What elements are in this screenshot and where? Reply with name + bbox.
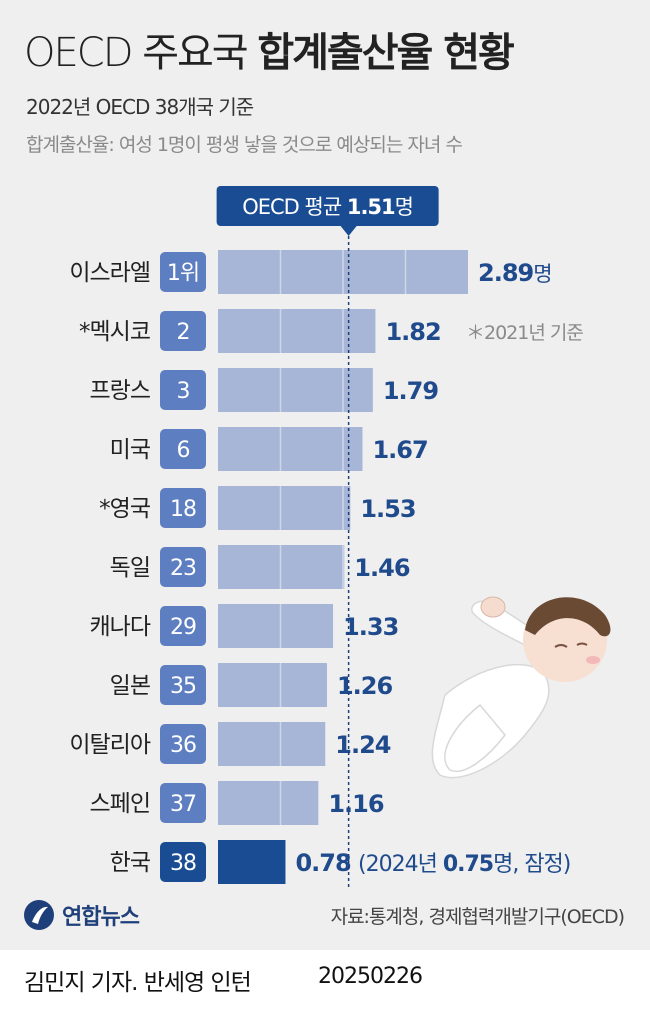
value-label: 1.16: [328, 790, 384, 818]
oecd-average-pointer: [340, 226, 357, 236]
korea-2024-note: (2024년 0.75명, 잠정): [358, 852, 570, 877]
byline-bar: 김민지 기자. 반세영 인턴 20250226: [0, 955, 650, 1005]
definition-note: 합계출산율: 여성 1명이 평생 낳을 것으로 예상되는 자녀 수: [26, 134, 463, 156]
rank-badge: [160, 783, 206, 823]
value-label: 1.24: [335, 731, 391, 759]
category-label: 프랑스: [90, 378, 150, 404]
value-label: 1.67: [372, 436, 427, 464]
value-label: 1.46: [354, 554, 410, 582]
yonhap-logo: 연합뉴스: [22, 898, 140, 932]
byline-author: 김민지 기자. 반세영 인턴: [24, 970, 252, 996]
logo-text: 연합뉴스: [62, 905, 140, 930]
fertility-bar-chart: 1위 이스라엘 2.89명 2 *멕시코 1.82 ＊2021년 기준 3 프랑스 1.79 6 미국…: [69, 186, 584, 888]
bar: [218, 427, 363, 471]
category-label: 이스라엘: [69, 260, 150, 286]
rank-label: 1위: [167, 261, 199, 286]
bar: [218, 781, 319, 825]
bar: [218, 663, 327, 707]
title-light: OECD 주요국: [24, 30, 249, 76]
subtitle: 2022년 OECD 38개국 기준: [26, 95, 254, 119]
source-note: 자료:통계청, 경제협력개발기구(OECD): [330, 906, 625, 928]
rank-label: 38: [170, 851, 196, 876]
value-label: 1.82: [385, 318, 440, 346]
rank-badge: [160, 370, 206, 410]
page-title: OECD 주요국 합계출산율 현황: [24, 20, 515, 78]
value-label: 2.89명: [478, 259, 552, 287]
bar: [218, 722, 326, 766]
bar: [218, 486, 351, 530]
title-bold: 합계출산율 현황: [257, 30, 515, 76]
rank-label: 36: [170, 733, 196, 758]
rank-badge: [160, 665, 206, 705]
byline-date: 20250226: [318, 964, 423, 989]
mexico-footnote: ＊2021년 기준: [466, 322, 583, 344]
category-label: 스페인: [90, 791, 150, 817]
rank-label: 37: [170, 792, 196, 817]
bar: [218, 368, 373, 412]
value-label: 1.33: [343, 613, 398, 641]
category-label: 일본: [110, 673, 150, 699]
rank-badge: [160, 429, 206, 469]
category-label: *영국: [99, 496, 150, 522]
value-label: 0.78: [295, 849, 351, 877]
category-label: 캐나다: [90, 614, 151, 640]
category-label: 한국: [110, 850, 150, 876]
bar: [218, 840, 286, 884]
rank-label: 6: [177, 438, 190, 463]
baby-illustration: [431, 596, 611, 779]
rank-badge: [160, 311, 206, 351]
category-label: *멕시코: [79, 319, 150, 345]
rank-label: 23: [170, 556, 196, 581]
rank-label: 3: [177, 379, 190, 404]
category-label: 미국: [110, 437, 150, 463]
rank-badge: [160, 488, 206, 528]
bar: [218, 604, 334, 648]
bar: [218, 309, 376, 353]
rank-label: 35: [170, 674, 196, 699]
infographic-card: OECD 주요국 합계출산율 현황 2022년 OECD 38개국 기준 합계출…: [0, 0, 650, 950]
oecd-average-label: OECD 평균 1.51명: [242, 195, 413, 219]
rank-label: 18: [170, 497, 196, 522]
oecd-average-callout: [216, 186, 439, 226]
yonhap-logo-icon: [24, 900, 54, 930]
category-label: 독일: [110, 555, 150, 581]
value-label: 1.79: [383, 377, 439, 405]
rank-badge: [160, 606, 206, 646]
bar: [218, 545, 345, 589]
rank-label: 2: [177, 320, 190, 345]
rank-badge: [160, 724, 206, 764]
value-label: 1.26: [337, 672, 393, 700]
rank-badge: [160, 547, 206, 587]
category-label: 이탈리아: [69, 732, 150, 758]
bar: [218, 250, 468, 294]
rank-badge: [160, 842, 206, 882]
rank-label: 29: [170, 615, 196, 640]
rank-badge: [160, 252, 206, 292]
value-label: 1.53: [360, 495, 415, 523]
